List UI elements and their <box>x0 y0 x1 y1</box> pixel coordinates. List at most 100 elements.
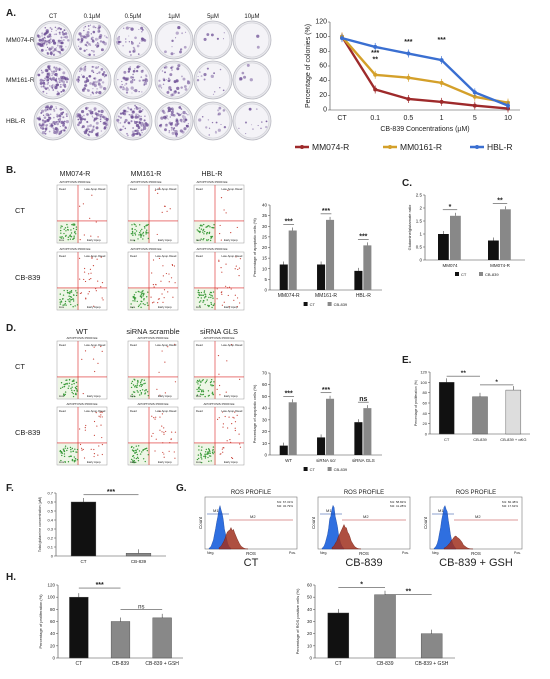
event-dot <box>160 280 162 282</box>
colony-dot <box>104 74 108 77</box>
event-dot <box>208 455 211 457</box>
event-dot <box>163 289 166 291</box>
y-axis-title: Percentage of apoptotic cells (%) <box>252 217 257 276</box>
colony-dot <box>97 67 99 69</box>
event-dot <box>140 291 142 294</box>
colony-dot <box>244 121 248 124</box>
colony-dot <box>63 29 66 32</box>
event-dot <box>139 394 141 396</box>
event-dot <box>208 460 210 463</box>
colony-dot <box>61 75 65 79</box>
event-dot <box>202 294 204 296</box>
event-dot <box>200 291 203 294</box>
event-dot <box>140 383 142 386</box>
colony-dot <box>77 75 81 79</box>
y-tick-label: 20 <box>307 631 313 636</box>
event-dot <box>169 208 171 210</box>
colony-dot <box>118 35 120 38</box>
colony-dot <box>45 49 47 51</box>
event-dot <box>168 450 170 452</box>
quadrant-label: Dead <box>59 187 66 191</box>
event-dot <box>142 294 145 296</box>
colony-dot <box>171 69 173 71</box>
quadrant-label: Live <box>130 460 136 464</box>
gate-label: M2 <box>475 514 481 519</box>
event-dot <box>141 389 144 391</box>
bar <box>363 245 372 290</box>
colony-dot <box>96 45 99 48</box>
event-dot <box>219 224 221 227</box>
event-dot <box>139 303 142 305</box>
colony-dot <box>171 93 175 97</box>
colony-dot <box>49 38 52 41</box>
panel-label-h: H. <box>6 572 16 583</box>
y-tick-label: 0 <box>52 656 55 661</box>
quadrant-label: Dead <box>59 409 66 413</box>
event-dot <box>174 431 177 433</box>
colony-dot <box>83 66 87 70</box>
event-dot <box>140 236 142 238</box>
y-tick-label: 40 <box>319 77 327 84</box>
event-dot <box>134 300 136 302</box>
legend-swatch <box>303 302 308 306</box>
event-dot <box>210 380 212 383</box>
event-dot <box>171 431 173 433</box>
event-dot <box>64 393 66 396</box>
event-dot <box>137 238 139 240</box>
colony-dot <box>97 110 101 113</box>
colony-dot <box>96 116 98 118</box>
colony-dot <box>47 114 50 117</box>
colony-dot <box>42 90 45 93</box>
significance-stars: *** <box>96 582 104 589</box>
colony-dot <box>46 109 49 111</box>
event-dot <box>134 228 136 231</box>
colony-dot <box>95 92 98 94</box>
y-tick-label: 10 <box>307 643 313 648</box>
event-dot <box>225 391 227 393</box>
gate-label: M2 <box>250 514 256 519</box>
event-dot <box>199 224 202 227</box>
colony-dot <box>201 116 204 118</box>
colony-dot <box>144 74 148 77</box>
event-dot <box>203 300 205 302</box>
event-dot <box>146 224 149 227</box>
colony-dot <box>223 32 225 34</box>
event-dot <box>151 302 154 304</box>
colony-dot <box>256 34 260 38</box>
x-axis-title: CB-839 Concentrations (µM) <box>380 126 469 133</box>
colony-dot <box>170 107 174 111</box>
colony-dot <box>133 71 135 73</box>
colony-dot <box>161 70 164 72</box>
significance-stars: *** <box>107 489 115 496</box>
event-dot <box>131 393 133 396</box>
colony-dot <box>50 108 53 111</box>
quadrant-label: Dead <box>59 254 66 258</box>
event-dot <box>161 413 164 415</box>
event-dot <box>155 416 157 418</box>
event-dot <box>162 265 164 267</box>
colony-dot <box>246 63 250 67</box>
x-tick-label: CT <box>337 115 347 122</box>
colony-dot <box>132 132 136 136</box>
colony-dot <box>57 92 61 96</box>
colony-dot <box>130 40 133 43</box>
bar <box>488 240 499 260</box>
event-dot <box>200 461 203 464</box>
colony-dot <box>48 130 51 133</box>
colony-dot <box>55 107 58 110</box>
colony-dot <box>86 31 90 34</box>
event-dot <box>208 449 211 452</box>
colony-dot <box>49 109 51 111</box>
colony-dot <box>213 72 215 75</box>
colony-dot <box>45 92 48 95</box>
colony-dot <box>78 114 82 118</box>
colony-dot <box>88 74 92 78</box>
colony-dot <box>117 121 120 124</box>
significance-stars: ** <box>372 57 378 64</box>
colony-dot <box>77 123 80 127</box>
event-dot <box>207 456 209 459</box>
legend-marker <box>475 145 479 149</box>
bar <box>420 633 443 659</box>
colony-dot <box>55 106 57 108</box>
colony-dot <box>53 66 56 69</box>
